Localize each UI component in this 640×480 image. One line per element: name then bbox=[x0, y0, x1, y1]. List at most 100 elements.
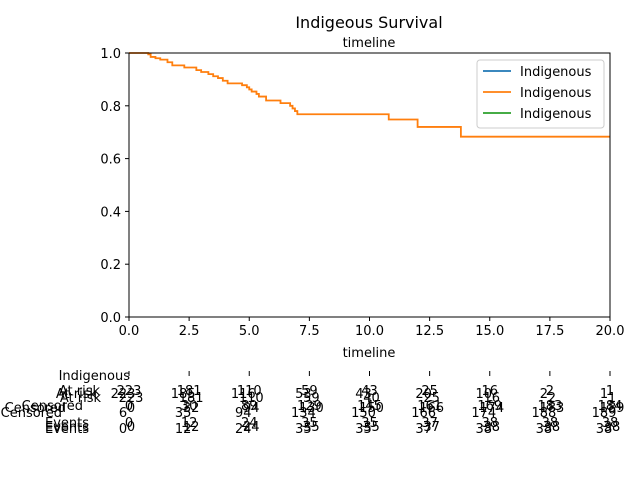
at-risk-value: 1 bbox=[608, 391, 616, 406]
at-risk-value: 38 bbox=[475, 422, 492, 437]
at-risk-value: 166 bbox=[419, 401, 444, 416]
at-risk-value: 35 bbox=[301, 416, 318, 431]
at-risk-value: 181 bbox=[177, 384, 202, 399]
at-risk-value: 53 bbox=[295, 387, 312, 402]
at-risk-value: 43 bbox=[361, 384, 378, 399]
at-risk-value: 110 bbox=[239, 391, 264, 406]
legend-entry: Indigenous bbox=[520, 65, 592, 80]
at-risk-row-label: At risk bbox=[56, 387, 98, 402]
at-risk-value: 174 bbox=[479, 401, 504, 416]
at-risk-value: 130 bbox=[299, 401, 324, 416]
at-risk-value: 134 bbox=[291, 406, 316, 421]
at-risk-value: 2 bbox=[540, 387, 548, 402]
at-risk-value: 161 bbox=[417, 399, 442, 414]
at-risk-value: 1 bbox=[606, 384, 614, 399]
at-risk-value: 12 bbox=[183, 420, 200, 435]
at-risk-value: 89 bbox=[241, 399, 258, 414]
at-risk-row-label: Censored bbox=[22, 399, 83, 414]
at-risk-value: 38 bbox=[542, 416, 559, 431]
at-risk-value: 223 bbox=[117, 384, 142, 399]
survival-line bbox=[129, 52, 610, 138]
at-risk-value: 0 bbox=[125, 399, 133, 414]
at-risk-value: 38 bbox=[483, 420, 500, 435]
at-risk-value: 30 bbox=[181, 399, 198, 414]
at-risk-value: 223 bbox=[119, 391, 144, 406]
at-risk-value: 94 bbox=[235, 406, 252, 421]
chart-title: Indigeous Survival bbox=[295, 13, 442, 32]
y-axis-ticks: 0.0 0.2 0.4 0.6 0.8 1.0 bbox=[100, 47, 129, 326]
x-tick-label: 17.5 bbox=[535, 324, 564, 339]
at-risk-value: 35 bbox=[175, 406, 192, 421]
at-risk-value: 38 bbox=[536, 422, 553, 437]
x-tick-label: 7.5 bbox=[299, 324, 320, 339]
at-risk-value: 189 bbox=[592, 406, 617, 421]
at-risk-value: 35 bbox=[363, 420, 380, 435]
at-risk-value: 94 bbox=[243, 401, 260, 416]
at-risk-value: 116 bbox=[231, 387, 256, 402]
at-risk-value: 183 bbox=[539, 401, 564, 416]
at-risk-row-label: Censored bbox=[5, 401, 66, 416]
at-risk-value: 6 bbox=[119, 406, 127, 421]
y-tick-label: 0.2 bbox=[100, 258, 121, 273]
at-risk-value: 0 bbox=[127, 420, 135, 435]
at-risk-value: 110 bbox=[237, 384, 262, 399]
at-risk-value: 38 bbox=[596, 422, 613, 437]
x-tick-label: 5.0 bbox=[239, 324, 260, 339]
x-tick-label: 15.0 bbox=[475, 324, 504, 339]
at-risk-row-label: At risk bbox=[60, 391, 102, 406]
at-risk-value: 10 bbox=[475, 387, 492, 402]
x-tick-label: 10.0 bbox=[355, 324, 384, 339]
at-risk-value: 174 bbox=[471, 406, 496, 421]
at-risk-value: 166 bbox=[411, 406, 436, 421]
top-axis-label: timeline bbox=[343, 36, 396, 51]
at-risk-value: 16 bbox=[481, 384, 498, 399]
at-risk-value: 38 bbox=[604, 420, 621, 435]
y-tick-label: 0.8 bbox=[100, 100, 121, 115]
y-tick-label: 1.0 bbox=[100, 47, 121, 62]
at-risk-value: 1 bbox=[600, 387, 608, 402]
at-risk-value: 35 bbox=[355, 422, 372, 437]
at-risk-value: 37 bbox=[423, 420, 440, 435]
at-risk-value: 12 bbox=[175, 422, 192, 437]
at-risk-value: 24 bbox=[241, 416, 258, 431]
x-tick-label: 0.0 bbox=[119, 324, 140, 339]
x-axis-label: timeline bbox=[343, 346, 396, 361]
at-risk-row-label: Events bbox=[45, 420, 89, 435]
at-risk-value: 189 bbox=[600, 401, 625, 416]
at-risk-value: 20 bbox=[415, 387, 432, 402]
at-risk-value: 38 bbox=[544, 420, 561, 435]
at-risk-value: 32 bbox=[183, 401, 200, 416]
legend: Indigenous Indigenous Indigenous bbox=[476, 59, 605, 129]
legend-box bbox=[476, 59, 605, 129]
at-risk-value: 0 bbox=[125, 416, 133, 431]
at-risk-row-label: Censored bbox=[1, 406, 62, 421]
at-risk-row-label: Events bbox=[45, 422, 89, 437]
at-risk-value: 24 bbox=[243, 420, 260, 435]
at-risk-value: 35 bbox=[361, 416, 378, 431]
at-risk-value: 169 bbox=[477, 399, 502, 414]
at-risk-value: 59 bbox=[301, 384, 318, 399]
at-risk-value: 59 bbox=[303, 391, 320, 406]
at-risk-value: 35 bbox=[303, 420, 320, 435]
x-tick-label: 2.5 bbox=[179, 324, 200, 339]
at-risk-value: 25 bbox=[423, 391, 440, 406]
at-risk-value: 185 bbox=[171, 387, 196, 402]
y-tick-label: 0.4 bbox=[100, 205, 121, 220]
at-risk-value: 40 bbox=[363, 391, 380, 406]
x-axis-ticks: 0.0 2.5 5.0 7.5 10.0 12.5 15.0 17.5 20.0 bbox=[119, 317, 624, 339]
at-risk-row-label: Events bbox=[45, 416, 89, 431]
y-tick-label: 0.0 bbox=[100, 311, 121, 326]
legend-entry: Indigenous bbox=[520, 107, 592, 122]
at-risk-value: 150 bbox=[359, 401, 384, 416]
at-risk-value: 43 bbox=[355, 387, 372, 402]
at-risk-value: 184 bbox=[598, 399, 623, 414]
at-risk-value: 145 bbox=[357, 399, 382, 414]
at-risk-value: 25 bbox=[421, 384, 438, 399]
at-risk-row-label: At risk bbox=[59, 384, 101, 399]
at-risk-value: 129 bbox=[297, 399, 322, 414]
at-risk-value: 16 bbox=[483, 391, 500, 406]
at-risk-value: 150 bbox=[351, 406, 376, 421]
at-risk-value: 38 bbox=[602, 416, 619, 431]
